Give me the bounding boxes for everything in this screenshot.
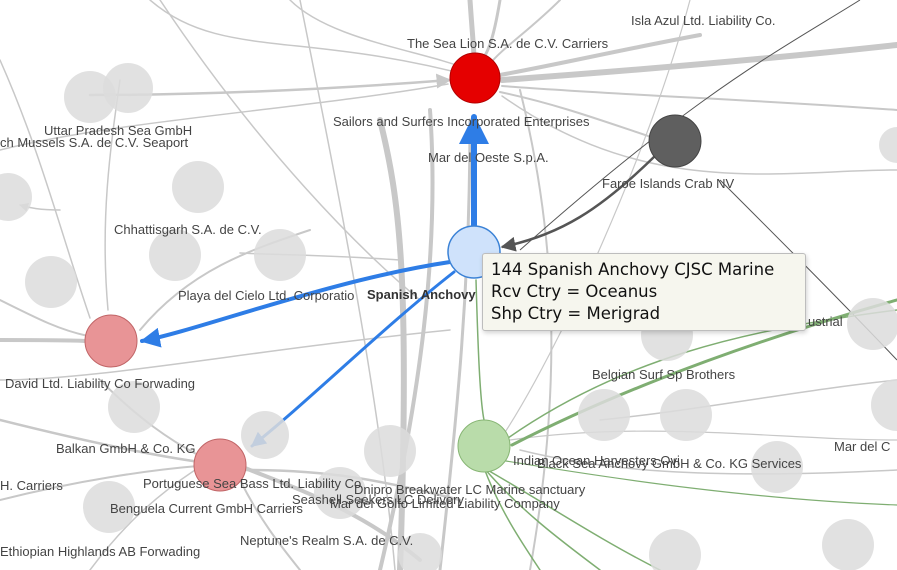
- graph-node: [847, 298, 897, 350]
- tooltip-line-shipping-country: Shp Ctry = Merigrad: [491, 304, 661, 323]
- node-label: Mar del Golfo Limited Liability Company: [330, 496, 560, 511]
- node-label: David Ltd. Liability Co Forwading: [5, 376, 195, 391]
- node-label: Mar del C: [834, 439, 890, 454]
- node-faroe-islands[interactable]: [648, 114, 702, 168]
- node-label: ustrial: [808, 314, 843, 329]
- node-label: Playa del Cielo Ltd. Corporatio: [178, 288, 354, 303]
- edge-anchovy-to-david: [140, 260, 452, 348]
- graph-node: [103, 63, 153, 113]
- graph-node: [398, 533, 442, 570]
- node-label: H. Carriers: [0, 478, 63, 493]
- node-label: The Sea Lion S.A. de C.V. Carriers: [407, 36, 609, 51]
- node-label: Faroe Islands Crab NV: [602, 176, 735, 191]
- node-label: Balkan GmbH & Co. KG: [56, 441, 195, 456]
- node-indian-ocean[interactable]: [457, 419, 511, 473]
- graph-node: [314, 467, 366, 519]
- graph-node: [649, 529, 701, 570]
- node-label: Dnipro Breakwater LC Marine sanctuary: [354, 482, 586, 497]
- graph-node: [0, 173, 32, 221]
- node-label: Uttar Pradesh Sea GmbH: [44, 123, 192, 138]
- graph-node: [254, 229, 306, 281]
- node-label: Isla Azul Ltd. Liability Co.: [631, 13, 776, 28]
- node-label: Indian Ocean Harvesters Ovi: [513, 453, 680, 468]
- node-label: Mar del Oeste S.p.A.: [428, 150, 549, 165]
- node-tooltip: 144 Spanish Anchovy CJSC Marine Rcv Ctry…: [482, 253, 806, 331]
- edge-faroe-to-anchovy: [500, 154, 657, 252]
- graph-node: [578, 389, 630, 441]
- graph-node: [660, 389, 712, 441]
- node-label: Chhattisgarh S.A. de C.V.: [114, 222, 262, 237]
- graph-node: [822, 519, 874, 570]
- graph-node: [172, 161, 224, 213]
- graph-node: [108, 381, 160, 433]
- green-edges: [475, 279, 897, 570]
- node-label: Belgian Surf Sp Brothers: [592, 367, 736, 382]
- graph-node: [241, 411, 289, 459]
- node-label: Sailors and Surfers Incorporated Enterpr…: [333, 114, 590, 129]
- node-label: Black Sea Anchovy GmbH & Co. KG Services: [537, 456, 802, 471]
- tooltip-line-receiving-country: Rcv Ctry = Oceanus: [491, 282, 658, 301]
- graph-node: [751, 441, 803, 493]
- graph-node: [149, 229, 201, 281]
- node-label: Neptune's Realm S.A. de C.V.: [240, 533, 413, 548]
- graph-node: [83, 481, 135, 533]
- hovered-node-label: Spanish Anchovy: [367, 287, 476, 302]
- node-label: Portuguese Sea Bass Ltd. Liability Co: [143, 476, 361, 491]
- graph-node: [871, 379, 897, 431]
- graph-node: [879, 127, 897, 163]
- graph-node: [25, 256, 77, 308]
- graph-node: [364, 425, 416, 477]
- node-label: Seashell Seekers LC Delivery: [292, 492, 464, 507]
- node-label: ch Mussels S.A. de C.V. Seaport: [0, 135, 189, 150]
- node-sea-lion[interactable]: [449, 52, 501, 104]
- node-david[interactable]: [84, 314, 138, 368]
- node-labels: Isla Azul Ltd. Liability Co. The Sea Lio…: [0, 13, 890, 559]
- node-portuguese[interactable]: [193, 438, 247, 492]
- tooltip-line-name: 144 Spanish Anchovy CJSC Marine: [491, 260, 775, 279]
- node-label: Benguela Current GmbH Carriers: [110, 501, 303, 516]
- background-nodes: [0, 63, 897, 570]
- node-label: Ethiopian Highlands AB Forwading: [0, 544, 200, 559]
- graph-node: [64, 71, 116, 123]
